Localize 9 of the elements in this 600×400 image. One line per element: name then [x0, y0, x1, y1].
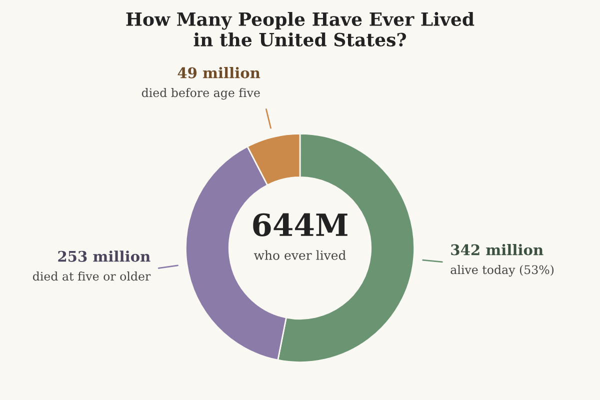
slice-label: alive today (53%)	[450, 264, 554, 277]
chart-title: How Many People Have Ever Lived in the United States?	[126, 12, 474, 46]
text: 644M	[253, 213, 348, 236]
data-label: 253 million	[58, 250, 150, 262]
data-label: 342 million	[451, 244, 544, 256]
data-label: 49 million	[178, 67, 260, 78]
text: who ever lived	[254, 250, 346, 260]
slice-label: died before age five	[142, 88, 260, 100]
slice-label: died at five or older	[32, 272, 151, 281]
